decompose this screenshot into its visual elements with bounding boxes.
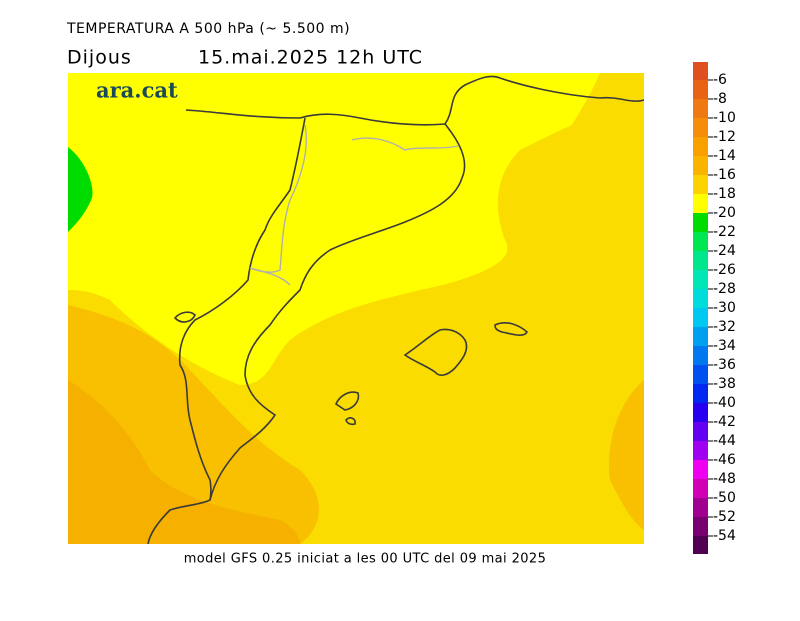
colorbar-segment <box>693 289 708 308</box>
colorbar-segment <box>693 536 708 554</box>
footer: model GFS 0.25 iniciat a les 00 UTC del … <box>184 552 547 567</box>
colorbar-label: -52 <box>713 509 736 525</box>
colorbar-label: -12 <box>713 129 736 145</box>
colorbar-segment <box>693 270 708 289</box>
colorbar-label: -48 <box>713 471 736 487</box>
colorbar-label: -54 <box>713 528 736 544</box>
mallorca <box>403 328 468 377</box>
colorbar-label: -30 <box>713 300 736 316</box>
coastline <box>178 117 306 501</box>
colorbar-label: -24 <box>713 243 736 259</box>
day: Dijous <box>67 47 132 69</box>
colorbar-segment <box>693 232 708 251</box>
coastline <box>185 75 644 126</box>
colorbar-segment <box>693 403 708 422</box>
field-yellow <box>68 73 644 385</box>
colorbar-label: -26 <box>713 262 736 278</box>
colorbar-label: -34 <box>713 338 736 354</box>
colorbar-segment <box>693 80 708 99</box>
colorbar-segment <box>693 156 708 175</box>
colorbar-label: -32 <box>713 319 736 335</box>
title: TEMPERATURA A 500 hPa (~ 5.500 m) <box>66 21 350 37</box>
colorbar-label: -36 <box>713 357 736 373</box>
colorbar-label: -16 <box>713 167 736 183</box>
field-orange-e <box>609 380 644 530</box>
colorbar-label: -14 <box>713 148 736 164</box>
colorbar-label: -40 <box>713 395 736 411</box>
date: 15.mai.2025 12h UTC <box>198 47 423 69</box>
field-green <box>68 147 93 232</box>
colorbar-label: -22 <box>713 224 736 240</box>
colorbar-segment <box>693 384 708 403</box>
colorbar-segment <box>693 422 708 441</box>
colorbar-segment <box>693 62 708 80</box>
colorbar-label: -18 <box>713 186 736 202</box>
colorbar-segment <box>693 365 708 384</box>
colorbar-label: -50 <box>713 490 736 506</box>
colorbar-segment <box>693 441 708 460</box>
logo: ara.cat <box>96 78 178 103</box>
field-gold-ne <box>507 73 644 270</box>
colorbar-segment <box>693 517 708 536</box>
colorbar-label: -28 <box>713 281 736 297</box>
colorbar-segment <box>693 460 708 479</box>
colorbar-label: -8 <box>713 91 727 107</box>
colorbar-segment <box>693 498 708 517</box>
border <box>249 124 459 286</box>
colorbar-segment <box>693 175 708 194</box>
colorbar-segment <box>693 99 708 118</box>
colorbar-label: -38 <box>713 376 736 392</box>
coastline <box>147 123 466 544</box>
eivissa <box>334 391 360 426</box>
colorbar-label: -10 <box>713 110 736 126</box>
colorbar-segment <box>693 308 708 327</box>
colorbar-segment <box>693 194 708 213</box>
colorbar-segment <box>693 346 708 365</box>
colorbar-label: -42 <box>713 414 736 430</box>
colorbar-label: -6 <box>713 72 727 88</box>
island <box>173 311 196 323</box>
colorbar-segment <box>693 327 708 346</box>
colorbar-segment <box>693 251 708 270</box>
colorbar: -6 -8 -10 -12 -14 -16 -18 -20 -22 -24 -26 -28 -30 -32… <box>693 62 736 554</box>
field-orange-dark <box>68 380 300 544</box>
colorbar-segment <box>693 479 708 498</box>
colorbar-label: -46 <box>713 452 736 468</box>
menorca <box>494 322 528 336</box>
colorbar-segment <box>693 118 708 137</box>
map: ara.cat <box>68 73 644 544</box>
colorbar-label: -44 <box>713 433 736 449</box>
colorbar-segment <box>693 137 708 156</box>
colorbar-label: -20 <box>713 205 736 221</box>
colorbar-segment <box>693 213 708 232</box>
